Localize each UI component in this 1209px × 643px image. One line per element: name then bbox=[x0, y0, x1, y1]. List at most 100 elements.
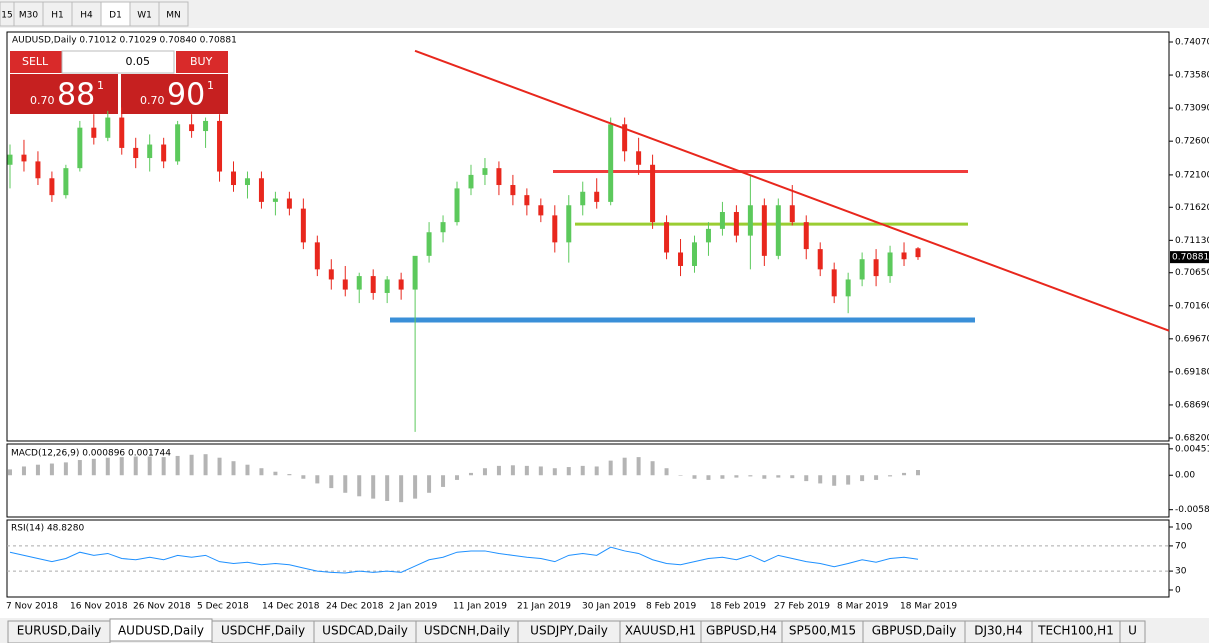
macd-bar bbox=[524, 465, 529, 476]
candle-body bbox=[440, 222, 446, 233]
macd-bar bbox=[790, 475, 795, 479]
macd-bar bbox=[832, 475, 837, 486]
candle-body bbox=[398, 279, 404, 290]
candle-body bbox=[175, 124, 181, 162]
candle-body bbox=[664, 222, 670, 253]
macd-bar bbox=[8, 469, 12, 476]
price-label: 0.72100 bbox=[1175, 170, 1209, 180]
macd-bar bbox=[49, 463, 54, 476]
candle-body bbox=[901, 252, 907, 260]
macd-bar bbox=[608, 460, 613, 476]
candle-body bbox=[691, 242, 697, 266]
macd-bar bbox=[203, 454, 208, 476]
macd-bar bbox=[622, 457, 627, 476]
date-label: 24 Dec 2018 bbox=[326, 602, 384, 612]
price-label: 0.68690 bbox=[1175, 400, 1209, 410]
chart-tab-label: USDJPY,Daily bbox=[530, 624, 608, 638]
ask-prefix: 0.70 bbox=[140, 94, 165, 107]
timeframe-label: 15 bbox=[1, 11, 12, 21]
macd-panel bbox=[6, 443, 1170, 518]
candle-body bbox=[524, 195, 530, 206]
timeframe-label: D1 bbox=[109, 11, 122, 21]
macd-bar bbox=[21, 466, 26, 476]
candle-body bbox=[803, 222, 809, 250]
candle-body bbox=[119, 117, 125, 148]
candle-body bbox=[747, 205, 753, 236]
macd-bar bbox=[510, 465, 515, 476]
macd-bar bbox=[706, 475, 711, 480]
sell-button[interactable] bbox=[10, 51, 62, 73]
price-label: 0.73580 bbox=[1175, 71, 1209, 81]
macd-bar bbox=[63, 462, 68, 476]
macd-bar bbox=[357, 475, 362, 497]
macd-bar bbox=[441, 475, 446, 487]
rsi-panel bbox=[6, 519, 1170, 598]
macd-bar bbox=[413, 475, 418, 499]
ask-box[interactable] bbox=[121, 74, 228, 114]
ask-sup: 1 bbox=[207, 79, 214, 92]
candle-body bbox=[189, 124, 195, 132]
timeframe-button[interactable] bbox=[158, 1, 189, 27]
chart-tab-label: USDCAD,Daily bbox=[322, 624, 408, 638]
macd-bar bbox=[818, 475, 823, 484]
chart-tab-label: EURUSD,Daily bbox=[17, 624, 102, 638]
timeframe-button[interactable] bbox=[42, 1, 73, 27]
macd-bar bbox=[888, 475, 893, 477]
macd-bar bbox=[399, 475, 404, 503]
date-label: 16 Nov 2018 bbox=[70, 602, 128, 612]
macd-label: MACD(12,26,9) 0.000896 0.001744 bbox=[11, 449, 171, 459]
candle-body bbox=[580, 191, 586, 206]
macd-bar bbox=[482, 468, 487, 476]
candle-body bbox=[244, 178, 250, 186]
candle-body bbox=[7, 154, 13, 165]
trade-panel: SELL 0.05 BUY 0.70 88 1 0.70 90 1 bbox=[10, 50, 228, 114]
macd-bar bbox=[860, 475, 865, 482]
timeframe-button[interactable] bbox=[129, 1, 160, 27]
lot-input[interactable] bbox=[61, 50, 175, 74]
macd-bar bbox=[594, 466, 599, 476]
candle-body bbox=[831, 269, 837, 297]
macd-bar bbox=[748, 475, 753, 477]
candle-body bbox=[873, 259, 879, 277]
date-label: 2 Jan 2019 bbox=[389, 602, 437, 612]
candle-body bbox=[370, 276, 376, 293]
candle-body bbox=[468, 174, 474, 189]
timeframe-button[interactable] bbox=[100, 1, 131, 27]
buy-button[interactable] bbox=[176, 51, 228, 73]
candle-body bbox=[789, 205, 795, 223]
bid-box[interactable] bbox=[10, 74, 118, 114]
candle-body bbox=[538, 205, 544, 216]
candle-body bbox=[203, 120, 209, 132]
date-label: 30 Jan 2019 bbox=[582, 602, 636, 612]
macd-bar bbox=[91, 458, 96, 476]
macd-bar bbox=[105, 457, 110, 476]
candle-body bbox=[705, 228, 711, 243]
macd-bar bbox=[496, 465, 501, 476]
macd-bar bbox=[427, 475, 432, 493]
macd-bar bbox=[385, 475, 390, 501]
price-label: 0.72600 bbox=[1175, 137, 1209, 147]
macd-bar bbox=[580, 465, 585, 476]
macd-bar bbox=[231, 461, 236, 476]
chart-tab-label: GBPUSD,Daily bbox=[872, 624, 957, 638]
macd-bar bbox=[734, 475, 739, 478]
chart-tab-label: XAUUSD,H1 bbox=[625, 624, 696, 638]
candle-body bbox=[636, 151, 642, 165]
candle-body bbox=[496, 168, 502, 186]
chart-tab-label: USDCNH,Daily bbox=[424, 624, 510, 638]
candle-body bbox=[161, 144, 167, 162]
candle-body bbox=[510, 185, 516, 196]
macd-bar bbox=[133, 456, 138, 476]
candle-body bbox=[566, 205, 572, 243]
macd-tick-label: 0.00 bbox=[1175, 471, 1195, 481]
timeframe-button[interactable] bbox=[71, 1, 102, 27]
buy-label: BUY bbox=[190, 55, 213, 68]
macd-bar bbox=[189, 454, 194, 476]
candle-body bbox=[258, 178, 264, 202]
candle-body bbox=[678, 252, 684, 266]
macd-bar bbox=[874, 475, 879, 480]
candle-body bbox=[915, 248, 921, 258]
chart-tab-label: USDCHF,Daily bbox=[221, 624, 305, 638]
chart-tab[interactable] bbox=[1119, 620, 1146, 643]
